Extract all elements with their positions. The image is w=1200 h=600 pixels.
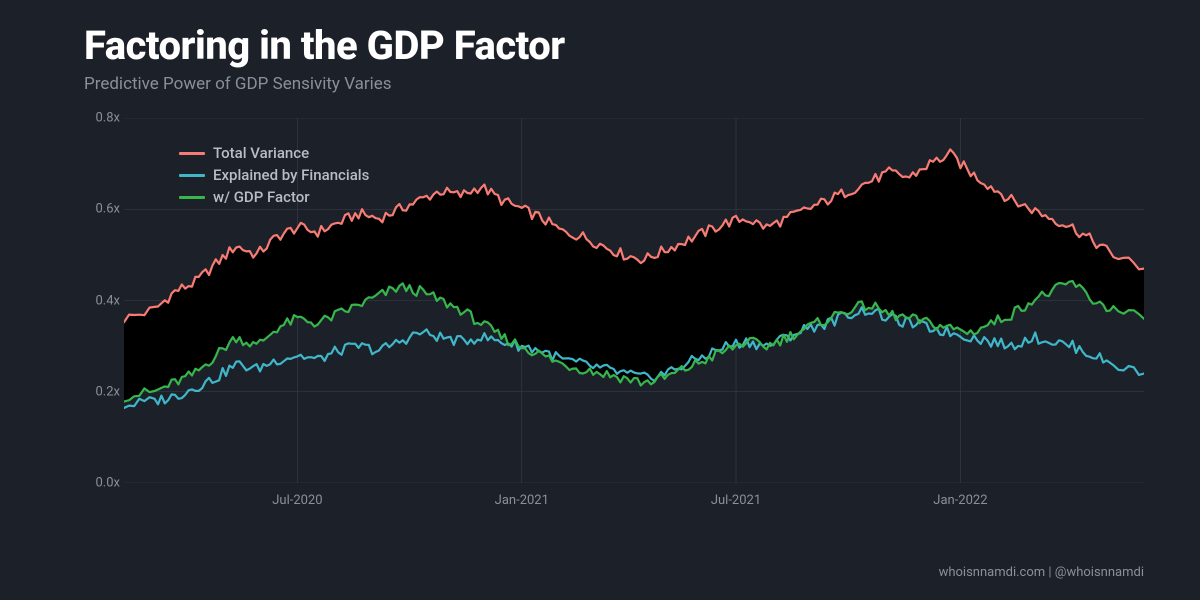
x-tick-label: Jul-2021: [711, 493, 761, 508]
x-tick-label: Jul-2020: [272, 493, 322, 508]
legend-label: Total Variance: [213, 144, 309, 162]
chart-container: 0.0x 0.2x 0.4x 0.6x 0.8x Total Variance Expla…: [84, 108, 1144, 518]
credit-line: whoisnnamdi.com | @whoisnnamdi: [939, 565, 1144, 580]
y-tick-label: 0.6x: [84, 202, 120, 217]
legend-swatch: [179, 152, 205, 155]
legend-item: Total Variance: [179, 144, 369, 162]
plot-area: Total Variance Explained by Financials w/ …: [124, 118, 1144, 483]
legend: Total Variance Explained by Financials w/ …: [179, 144, 369, 210]
x-tick-label: Jan-2022: [933, 493, 987, 508]
legend-label: w/ GDP Factor: [213, 188, 310, 206]
y-tick-label: 0.8x: [84, 111, 120, 126]
legend-label: Explained by Financials: [213, 166, 369, 184]
chart-title: Factoring in the GDP Factor: [84, 22, 565, 69]
legend-swatch: [179, 196, 205, 199]
y-tick-label: 0.0x: [84, 476, 120, 491]
y-tick-label: 0.2x: [84, 384, 120, 399]
y-tick-label: 0.4x: [84, 293, 120, 308]
x-tick-label: Jan-2021: [495, 493, 549, 508]
legend-item: w/ GDP Factor: [179, 188, 369, 206]
legend-item: Explained by Financials: [179, 166, 369, 184]
legend-swatch: [179, 174, 205, 177]
chart-subtitle: Predictive Power of GDP Sensivity Varies: [84, 74, 392, 94]
